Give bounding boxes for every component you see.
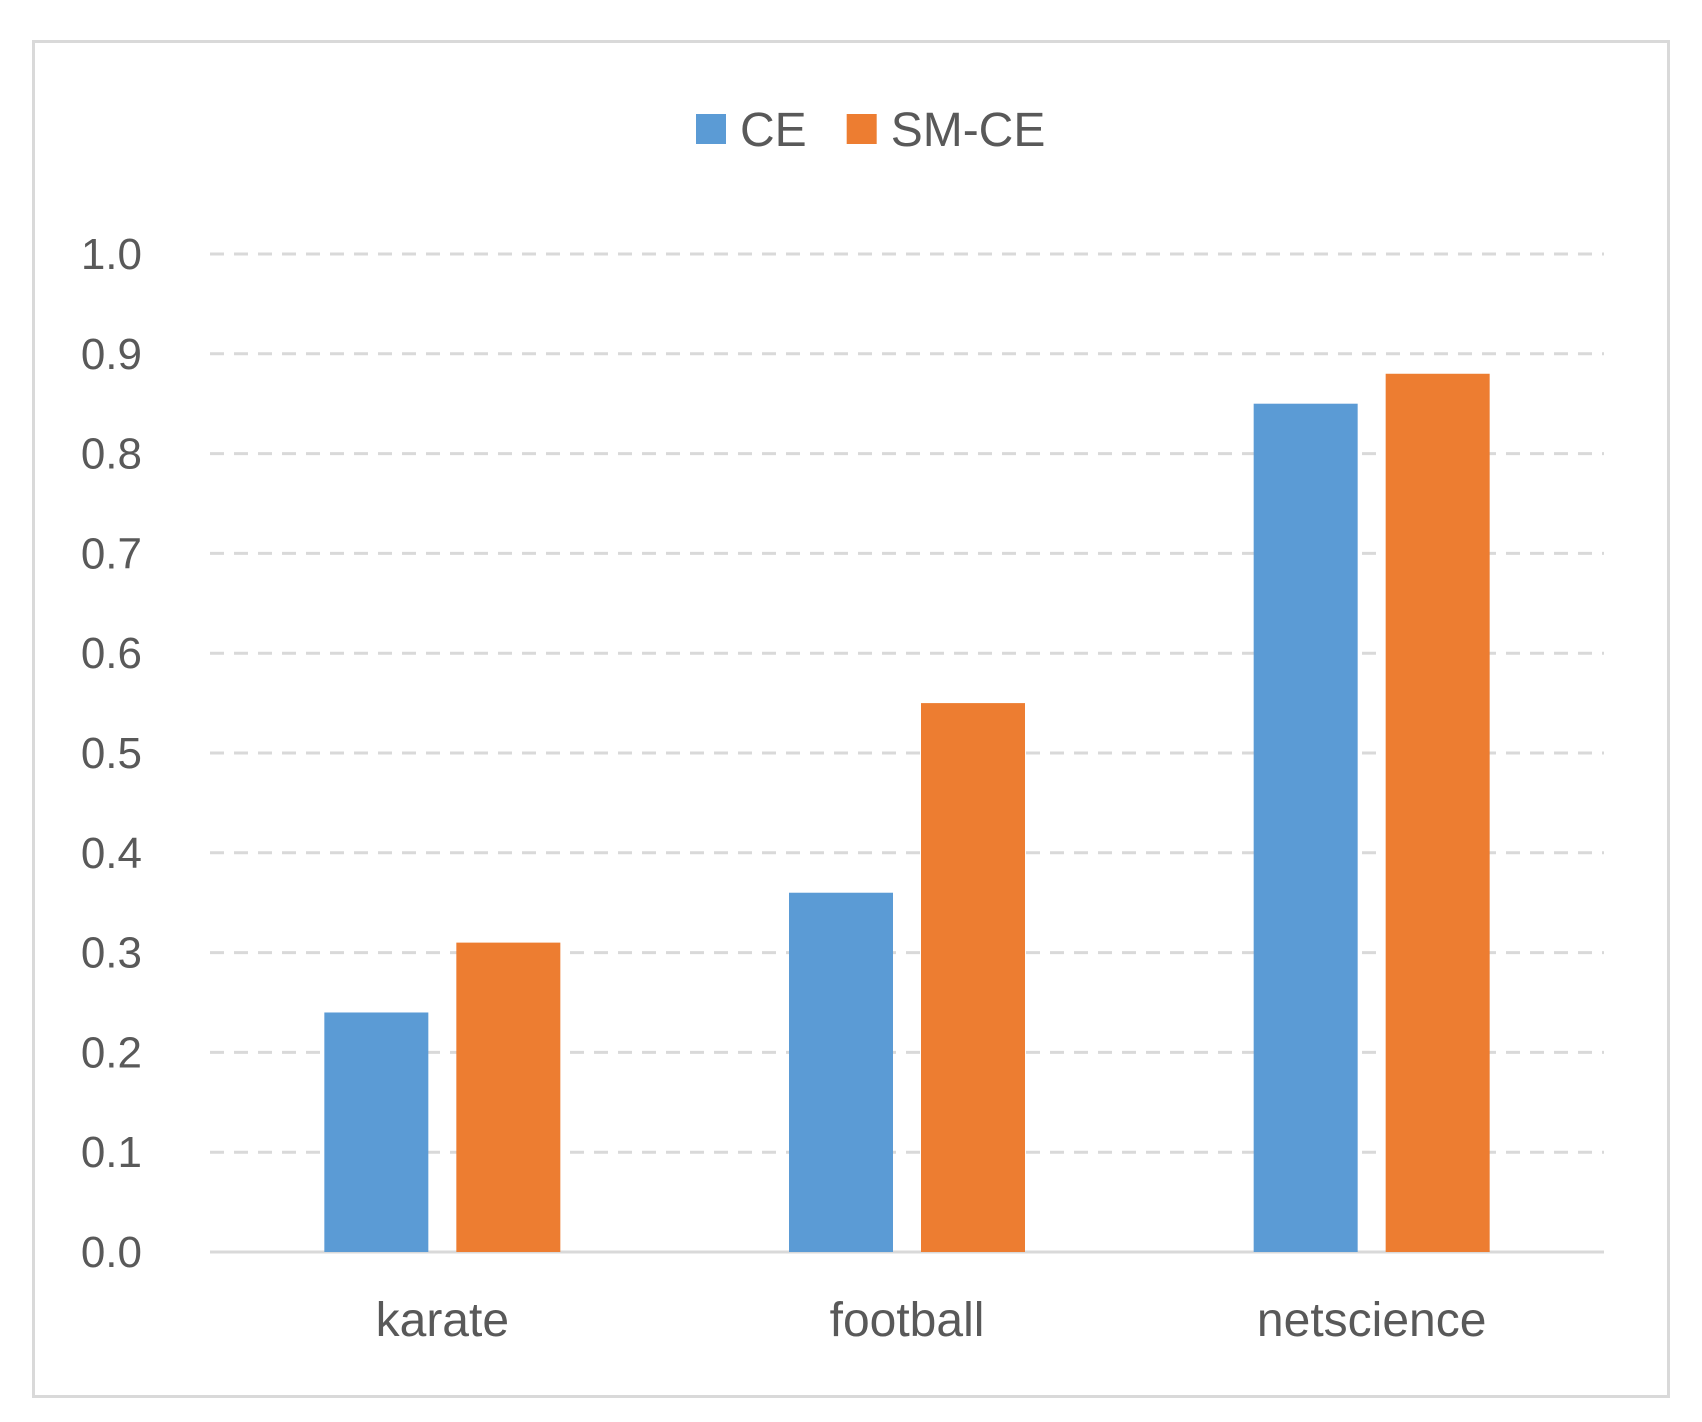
y-tick-label: 0.1: [81, 1128, 142, 1177]
y-tick-label: 0.7: [81, 529, 142, 578]
legend: CE SM-CE: [696, 104, 1045, 157]
y-tick-label: 0.0: [81, 1228, 142, 1277]
y-tick-label: 0.2: [81, 1028, 142, 1077]
y-tick-label: 1.0: [81, 230, 142, 279]
bars: [324, 373, 1490, 1252]
x-category-label: netscience: [1257, 1294, 1486, 1347]
y-tick-label: 0.8: [81, 430, 142, 479]
bar-ce-football: [789, 892, 893, 1252]
legend-swatch-ce: [696, 114, 726, 144]
grid-lines: [210, 252, 1604, 1254]
legend-label: SM-CE: [891, 104, 1046, 157]
bar-ce-karate: [324, 1012, 429, 1252]
bar-sm-ce-karate: [456, 942, 561, 1252]
legend-swatch-sm-ce: [846, 114, 877, 144]
bar-ce-netscience: [1253, 403, 1358, 1252]
y-tick-label: 0.9: [81, 330, 142, 379]
legend-label: CE: [740, 104, 807, 157]
bar-sm-ce-netscience: [1385, 373, 1490, 1252]
y-tick-label: 0.5: [81, 729, 142, 778]
x-category-label: football: [830, 1294, 985, 1347]
y-tick-label: 0.6: [81, 629, 142, 678]
y-axis-tick-labels: 0.0 0.1 0.2 0.3 0.4 0.5 0.6 0.7 0.8 0.9 1.0: [81, 230, 142, 1277]
y-tick-label: 0.3: [81, 929, 142, 978]
bar-sm-ce-football: [921, 703, 1025, 1252]
x-category-label: karate: [376, 1294, 509, 1347]
x-axis-category-labels: karate football netscience: [376, 1294, 1487, 1347]
y-tick-label: 0.4: [81, 829, 142, 878]
